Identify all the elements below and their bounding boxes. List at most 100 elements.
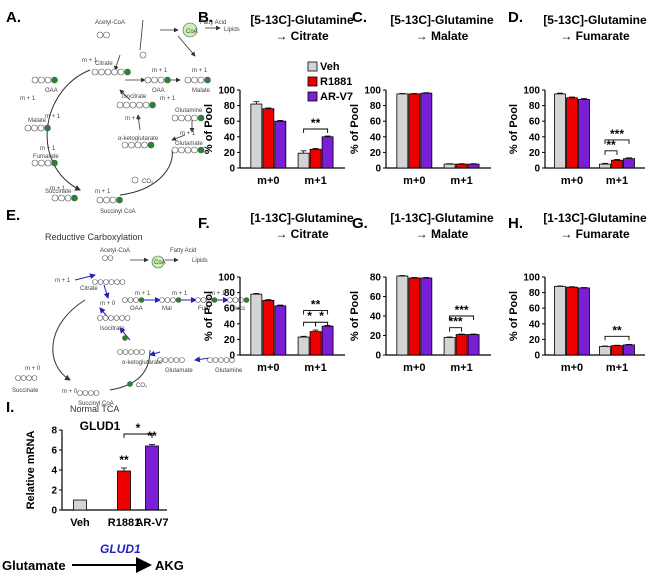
molecule-akg [117,349,145,355]
carbon-atom [103,279,109,285]
carbon-atom [31,159,39,167]
y-tick-label: 80 [370,101,382,112]
x-tick-label: Veh [70,517,90,529]
diagram-e-m-label: m + 0 [100,301,116,307]
bar-ar-v7 [467,334,480,356]
significance-label: ** [119,453,129,467]
diagram-a-label: CoA [186,29,198,35]
bar-ar-v7 [467,163,480,169]
chart-g: [1-13C]-Glutamine → Malate 0 20 40 60 80 % of P… [349,211,494,374]
y-tick-label: 60 [529,117,541,128]
diagram-e-m-label: m + 1 [135,291,151,297]
carbon-atom [133,297,139,303]
significance-bracket [315,321,329,327]
diagram-a-m-label: m + 1 [40,146,56,152]
carbon-atom [102,315,109,321]
carbon-atom [44,159,52,167]
carbon-atom [109,196,117,204]
carbon-atom [122,349,129,355]
diagram-e-label: CO₂ [136,383,148,389]
carbon-atom [197,146,205,154]
diagram-e-label: Fatty Acid [170,248,196,254]
carbon-atom [96,31,104,39]
x-tick-label: m+0 [257,362,279,374]
y-tick-label: 100 [523,273,540,284]
diagram-a-label: CO₂ [142,179,154,185]
carbon-atom [116,101,124,109]
bar-ar-v7 [274,305,287,356]
carbon-atom [38,76,45,84]
carbon-atom [171,146,179,154]
bar-ar-v7 [578,287,590,356]
molecule-succ [227,297,250,303]
significance-label: * [136,421,141,435]
carbon-atom [232,297,239,303]
bar-r1881 [455,334,468,356]
carbon-atom [24,124,32,132]
x-tick-label: m+1 [304,175,326,187]
carbon-atom [117,68,125,76]
carbon-atom [88,390,94,396]
carbon-atom [162,357,169,363]
carbon-atom [200,297,207,303]
diagram-a-label: Lipids [224,27,240,33]
carbon-atom [157,357,163,363]
y-tick-label: 0 [229,164,235,175]
chart-subtitle: → Fumarate [560,227,630,241]
chart-subtitle: → Malate [416,29,469,43]
panel-letter-g: G. [352,215,368,232]
carbon-atom [98,68,105,76]
bar-veh [599,163,611,169]
molecule-isocitrate [116,101,156,109]
bar-veh [554,93,566,169]
carbon-atom [138,297,145,303]
carbon-atom [197,114,205,122]
x-tick-label: R1881 [108,517,140,529]
diagram-e-tca-cycle: Reductive Carboxylation Normal TCA Acetyl-… [12,232,250,414]
diagram-a-m-label: m + 1 [192,68,208,74]
product-label: AKG [155,558,184,573]
diagram-a-m-label: m + 1 [50,186,66,192]
carbon-atom [195,297,201,303]
molecule-glutamate [171,146,205,154]
y-tick-label: 40 [370,312,382,323]
carbon-atom [51,76,58,84]
bar-r1881 [309,148,322,169]
y-tick-label: 20 [224,148,236,159]
significance-bracket [604,335,630,341]
carbon-atom [123,101,130,109]
bar-veh [297,336,310,356]
diagram-e-m-label: m + 1 [55,278,71,284]
x-tick-label: m+0 [561,362,583,374]
significance-label: ** [311,116,321,130]
carbon-atom [113,315,120,321]
carbon-atom [124,68,131,76]
carbon-atom [31,375,38,381]
y-tick-label: 100 [364,86,381,97]
y-tick-label: 20 [370,148,382,159]
carbon-atom [51,194,59,202]
carbon-atom [144,76,152,84]
carbon-atom [191,114,198,122]
bar-ar-v7 [321,136,334,169]
carbon-atom [124,315,131,321]
co2-atom [139,51,147,59]
diagram-a-label: Malate [28,118,47,124]
carbon-atom [147,141,155,149]
y-tick-label: 80 [529,288,541,299]
chart-subtitle: → Citrate [275,227,329,241]
diagram-a-m-label: m + 1 [125,116,141,122]
carbon-atom [223,357,230,363]
diagram-a-label: Malate [192,88,211,94]
chart-b: [5-13C]-Glutamine → Citrate 0 20 40 60 80 100% … [203,13,354,187]
y-tick-label: 20 [529,335,541,346]
y-tick-label: 60 [370,292,382,303]
diagram-a-m-label: m + 1 [95,189,111,195]
molecule-malate-right [184,76,211,84]
legend-entry: AR-V7 [320,91,353,103]
bar-ar-v7 [420,277,433,356]
legend-entry: Veh [320,61,340,73]
y-tick-label: 100 [218,273,235,284]
